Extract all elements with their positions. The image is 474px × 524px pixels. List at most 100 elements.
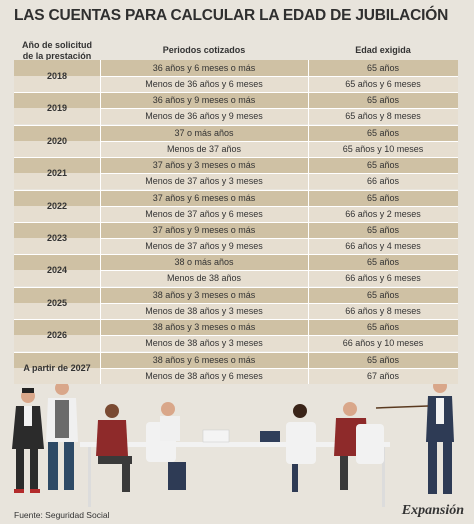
period-cell: Menos de 38 años y 3 meses xyxy=(145,338,263,349)
period-cell: Menos de 37 años y 6 meses xyxy=(145,208,263,219)
period-cell: 38 años y 6 meses o más xyxy=(152,354,256,365)
row-divider xyxy=(100,302,458,304)
period-cell: 38 o más años xyxy=(174,257,234,268)
column-header-age: Edad exigida xyxy=(355,45,411,55)
binders xyxy=(260,431,280,442)
year-cell: 2020 xyxy=(46,135,68,146)
age-cell: 65 años xyxy=(366,127,400,138)
table-row: Menos de 37 años y 9 meses 66 años y 4 me… xyxy=(14,238,458,254)
person-back-head xyxy=(161,402,175,416)
office-people-illustration xyxy=(12,384,454,507)
age-cell: 66 años y 4 meses xyxy=(345,241,421,251)
chair-3 xyxy=(356,424,384,464)
age-cell: 65 años xyxy=(366,192,400,203)
row-divider xyxy=(100,173,458,175)
age-cell: 67 años xyxy=(366,370,400,381)
table-row: 37 años y 9 meses o más 65 años xyxy=(14,222,458,238)
person-woman-back-head xyxy=(293,404,307,418)
group-divider xyxy=(14,92,458,94)
group-divider xyxy=(14,157,458,159)
group-divider xyxy=(14,351,458,353)
group-divider xyxy=(14,124,458,126)
period-cell: Menos de 37 años xyxy=(166,143,242,154)
group-divider xyxy=(14,222,458,223)
period-cell: Menos de 37 años y 3 meses xyxy=(145,176,263,187)
age-cell: 65 años y 6 meses xyxy=(345,79,421,89)
table-row: Menos de 38 años y 3 meses 66 años y 10 m… xyxy=(14,335,458,352)
row-divider xyxy=(100,76,458,77)
table-row: Menos de 37 años y 3 meses 66 años xyxy=(14,173,458,190)
person-bearded-man xyxy=(46,384,78,490)
row-divider xyxy=(100,108,458,110)
period-cell: 38 años y 3 meses o más xyxy=(152,289,256,300)
table-row: Menos de 36 años y 9 meses 65 años y 8 me… xyxy=(14,108,458,125)
table-row: 38 años y 3 meses o más 65 años xyxy=(14,286,458,303)
column-header-periods: Periodos cotizados xyxy=(162,45,246,55)
table-row: 38 años y 3 meses o más 65 años xyxy=(14,319,458,336)
period-cell: Menos de 38 años y 3 meses xyxy=(145,305,263,316)
column-header-year-line1: Año de solicitud xyxy=(21,40,92,50)
table-row: 36 años y 9 meses o más 65 años xyxy=(14,92,458,109)
group-divider xyxy=(14,319,458,321)
age-cell: 65 años xyxy=(366,289,400,300)
person-presenter xyxy=(375,384,454,494)
age-cell: 66 años y 8 meses xyxy=(345,305,421,316)
age-cell: 66 años y 6 meses xyxy=(345,273,421,284)
age-cell: 65 años xyxy=(366,63,400,73)
year-cell: 2025 xyxy=(46,297,68,308)
age-cell: 65 años xyxy=(366,257,400,268)
group-divider xyxy=(14,254,458,256)
period-cell: 38 años y 3 meses o más xyxy=(152,322,256,333)
column-divider xyxy=(100,60,101,384)
year-cell: 2018 xyxy=(46,71,68,81)
table-row: 37 o más años 65 años xyxy=(14,124,458,141)
age-cell: 65 años xyxy=(366,225,400,235)
group-divider xyxy=(14,189,458,191)
period-cell: Menos de 36 años y 6 meses xyxy=(145,79,263,89)
table-row: 37 años y 6 meses o más 65 años xyxy=(14,189,458,206)
column-header-year-line2: de la prestación xyxy=(22,51,92,61)
table-row: Menos de 36 años y 6 meses 65 años y 6 me… xyxy=(14,76,458,92)
source-note: Fuente: Seguridad Social xyxy=(14,510,110,520)
column-divider xyxy=(308,60,309,384)
period-cell: 36 años y 9 meses o más xyxy=(152,95,256,106)
page-title: LAS CUENTAS PARA CALCULAR LA EDAD DE JUB… xyxy=(14,7,449,24)
row-divider xyxy=(100,238,458,239)
table-row: Menos de 38 años 66 años y 6 meses xyxy=(14,270,458,287)
table-row: Menos de 37 años y 6 meses 66 años y 2 me… xyxy=(14,205,458,222)
age-cell: 65 años xyxy=(366,95,400,106)
column-header-year: Año de solicitud de la prestación xyxy=(14,40,100,62)
table-row: 36 años y 6 meses o más 65 años xyxy=(14,60,458,76)
table-row: Menos de 38 años y 3 meses 66 años y 8 me… xyxy=(14,302,458,319)
period-cell: Menos de 38 años xyxy=(166,273,242,284)
year-cell: 2024 xyxy=(46,265,68,276)
row-divider xyxy=(100,367,458,369)
age-cell: 65 años y 8 meses xyxy=(345,111,421,122)
person-seated-red xyxy=(96,404,132,492)
retirement-age-table: 36 años y 6 meses o más 65 años Menos de 3… xyxy=(14,60,458,384)
table-row: 38 años y 6 meses o más 65 años xyxy=(14,351,458,368)
age-cell: 65 años xyxy=(366,160,400,171)
person-woman xyxy=(12,388,44,493)
row-divider xyxy=(100,140,458,142)
period-cell: 37 años y 3 meses o más xyxy=(152,160,256,171)
brand-logo: Expansión xyxy=(401,503,464,518)
row-divider xyxy=(100,205,458,207)
group-divider xyxy=(14,286,458,288)
table-row: 37 años y 3 meses o más 65 años xyxy=(14,157,458,174)
age-cell: 66 años y 10 meses xyxy=(342,338,424,349)
age-cell: 65 años xyxy=(366,354,400,365)
period-cell: 37 años y 6 meses o más xyxy=(152,192,256,203)
year-cell: 2026 xyxy=(46,330,68,341)
age-cell: 65 años y 10 meses xyxy=(342,143,424,154)
table-row: Menos de 37 años 65 años y 10 meses xyxy=(14,140,458,157)
year-cell: 2021 xyxy=(46,168,68,179)
year-cell: A partir de 2027 xyxy=(23,362,91,373)
age-cell: 65 años xyxy=(366,322,400,333)
year-cell: 2019 xyxy=(46,103,68,114)
year-cell: 2023 xyxy=(46,233,68,243)
table-row: 38 o más años 65 años xyxy=(14,254,458,271)
row-divider xyxy=(100,335,458,337)
row-divider xyxy=(100,270,458,272)
period-cell: Menos de 38 años y 6 meses xyxy=(145,370,263,381)
